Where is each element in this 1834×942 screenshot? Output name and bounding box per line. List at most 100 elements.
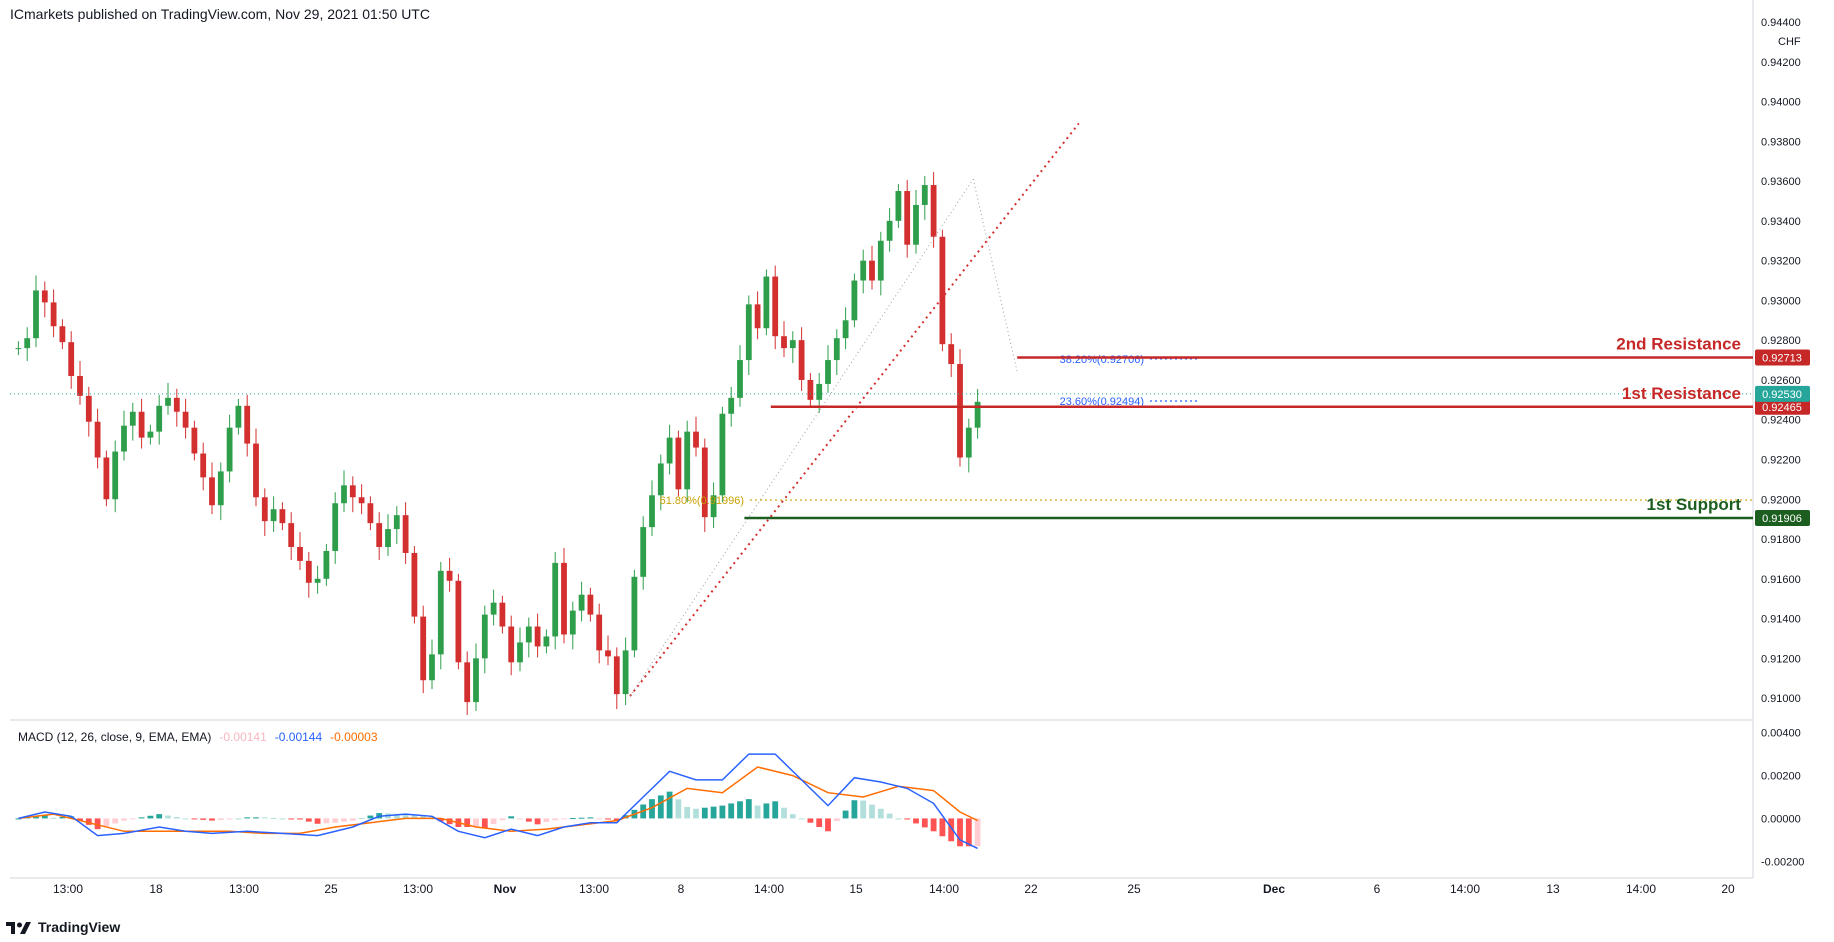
candle-body — [569, 610, 576, 635]
candle-body — [473, 658, 479, 703]
footer: TradingView — [6, 916, 120, 938]
macd-pane: 0.00400 0.00200 0.00000 -0.00200 — [15, 728, 1804, 868]
macd-histogram-value: -0.00141 — [219, 730, 267, 744]
macd-histogram-bar — [173, 817, 180, 819]
time-tick-label: 25 — [324, 882, 338, 896]
candle-body — [772, 276, 779, 337]
candle-body — [112, 451, 119, 500]
candle-body — [279, 509, 286, 524]
price-tick-label: 0.92400 — [1761, 415, 1801, 427]
signal-line-value: -0.00003 — [330, 730, 378, 744]
macd-histogram-bar — [763, 803, 770, 819]
fib-levels: 38.20%(0.92706) 23.60%(0.92494) 61.80%(0.9… — [10, 354, 1753, 507]
candle-body — [244, 405, 251, 444]
macd-histogram-bar — [393, 813, 400, 819]
macd-histogram-bar — [965, 818, 972, 847]
macd-histogram-bar — [613, 818, 620, 821]
macd-histogram-bar — [217, 818, 224, 821]
candle-body — [552, 562, 559, 637]
macd-histogram-bar — [657, 795, 664, 819]
macd-histogram-bar — [402, 814, 409, 819]
candle-body — [957, 364, 963, 458]
candle-body — [737, 360, 743, 398]
candle-body — [781, 336, 787, 349]
tradingview-brand[interactable]: TradingView — [38, 919, 121, 935]
level-price-label: 0.92465 — [1762, 402, 1802, 414]
macd-histogram-bar — [279, 818, 286, 820]
macd-histogram-bar — [957, 818, 963, 847]
macd-histogram-bar — [666, 791, 673, 819]
macd-histogram-bar — [332, 818, 339, 823]
candle-body — [860, 260, 867, 281]
fib-level-label: 61.80%(0.91996) — [660, 495, 744, 507]
candle-body — [68, 342, 75, 376]
candle-body — [763, 276, 770, 329]
macd-histogram-bar — [437, 818, 444, 822]
indicator-levels: 2nd Resistance 0.92713 1st Resistance 0.924… — [744, 334, 1810, 526]
macd-histogram-bar — [798, 818, 805, 820]
macd-histogram-bar — [261, 817, 268, 819]
price-tick-label: 0.93000 — [1761, 295, 1801, 307]
candle-body — [253, 443, 259, 498]
macd-histogram-bar — [103, 818, 110, 827]
price-tick-label: 0.93200 — [1761, 256, 1801, 268]
price-tick-label: 0.94200 — [1761, 57, 1801, 69]
macd-histogram-bar — [596, 818, 603, 820]
candle-body — [209, 477, 215, 506]
level-label: 1st Resistance — [1622, 384, 1741, 403]
current-price-tag — [1755, 385, 1810, 402]
candle-body — [877, 240, 884, 281]
time-tick-label: 14:00 — [929, 882, 959, 896]
candle-body — [613, 656, 620, 695]
macd-histogram-bar — [649, 799, 655, 819]
macd-histogram-bar — [543, 818, 550, 822]
macd-histogram-bar — [420, 815, 427, 819]
macd-histogram-bar — [851, 800, 858, 819]
macd-histogram-bar — [833, 818, 840, 821]
price-tick-label: 0.92200 — [1761, 454, 1801, 466]
macd-histogram-bar — [534, 818, 541, 825]
candle-body — [701, 447, 708, 518]
candle-body — [869, 260, 875, 281]
macd-histogram-bar — [50, 817, 57, 819]
macd-histogram-bar — [200, 818, 207, 820]
candle-body — [297, 546, 303, 561]
candle-body — [358, 497, 365, 504]
macd-histogram-bar — [349, 818, 356, 821]
candle-body — [895, 191, 902, 221]
candle-body — [913, 204, 919, 245]
macd-histogram-bar — [921, 818, 928, 828]
macd-histogram-bar — [587, 817, 594, 819]
time-tick-label: 15 — [849, 882, 863, 896]
time-tick-label: 13:00 — [53, 882, 83, 896]
macd-histogram-bar — [517, 818, 523, 820]
price-tick-label: 0.91800 — [1761, 534, 1801, 546]
price-tick-label: 0.91000 — [1761, 693, 1801, 705]
price-tick-label: 0.92600 — [1761, 375, 1801, 387]
candle-body — [173, 397, 180, 412]
time-tick-label: Nov — [494, 882, 517, 896]
macd-histogram-bar — [464, 818, 471, 827]
tradingview-logo-icon — [6, 922, 31, 934]
candle-body — [499, 602, 506, 627]
candle-body — [754, 304, 761, 329]
candle-body — [728, 397, 735, 414]
candle-body — [429, 654, 435, 681]
macd-histogram-bar — [41, 815, 48, 819]
macd-histogram-bar — [121, 818, 127, 821]
macd-histogram-bar — [842, 810, 849, 819]
price-axis: 0.94400 0.94200 0.94000 0.93800 0.93600 0.934… — [1761, 17, 1801, 705]
time-tick-label: 20 — [1721, 882, 1735, 896]
macd-histogram-bar — [754, 805, 761, 819]
candle-body — [402, 515, 409, 553]
candle-body — [807, 379, 814, 400]
macd-histogram-bar — [930, 818, 937, 832]
candle-body — [349, 485, 356, 498]
macd-tick-label: 0.00200 — [1761, 771, 1801, 783]
macd-histogram-bar — [305, 818, 312, 822]
macd-histogram-bar — [85, 818, 92, 825]
macd-histogram-bar — [948, 818, 955, 842]
time-tick-label: Dec — [1263, 882, 1285, 896]
time-tick-label: 8 — [678, 882, 685, 896]
